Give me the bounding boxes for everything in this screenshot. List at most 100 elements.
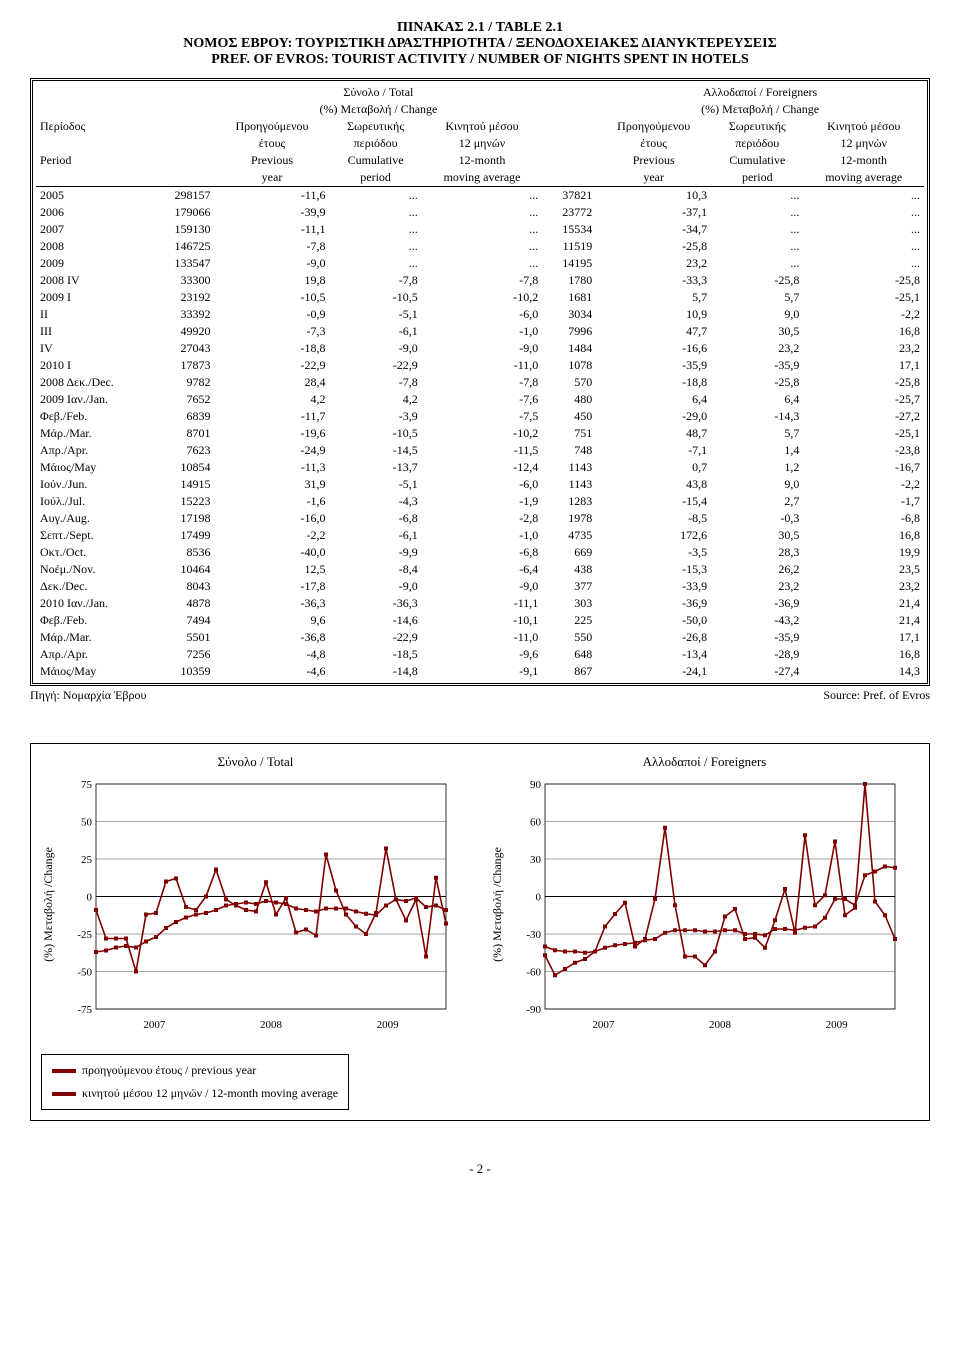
chart-marker xyxy=(94,908,98,912)
row-val: ... xyxy=(422,187,543,205)
row-val: 16,8 xyxy=(803,527,924,544)
chart-marker xyxy=(873,900,877,904)
chart-marker xyxy=(224,898,228,902)
xtick: 2008 xyxy=(709,1019,732,1031)
row-val: 1681 xyxy=(542,289,596,306)
chart-marker xyxy=(553,973,557,977)
row-val: 172,6 xyxy=(596,527,711,544)
row-val: 23,2 xyxy=(596,255,711,272)
hdr-sub: Προηγούμενου xyxy=(215,118,330,135)
source-right: Source: Pref. of Evros xyxy=(823,688,930,703)
row-val: 8701 xyxy=(152,425,214,442)
chart-marker xyxy=(823,893,827,897)
row-val: ... xyxy=(803,187,924,205)
chart-marker xyxy=(843,897,847,901)
row-val: -10,2 xyxy=(422,425,543,442)
row-val: -10,1 xyxy=(422,612,543,629)
hdr-sub: 12-month xyxy=(422,152,543,169)
row-val: 14915 xyxy=(152,476,214,493)
row-val: -5,1 xyxy=(329,476,421,493)
hdr-sub: Cumulative xyxy=(711,152,803,169)
hdr-sub xyxy=(152,152,214,169)
row-val: -22,9 xyxy=(329,629,421,646)
chart-marker xyxy=(114,937,118,941)
source-left: Πηγή: Νομαρχία Έβρου xyxy=(30,688,146,703)
row-val: -2,8 xyxy=(422,510,543,527)
chart-left-wrap: Σύνολο / Total (%) Μεταβολή /Change 7550… xyxy=(41,754,470,1034)
chart-marker xyxy=(713,930,717,934)
row-val: -4,8 xyxy=(215,646,330,663)
row-val: -18,5 xyxy=(329,646,421,663)
title-line2: ΝΟΜΟΣ ΕΒΡΟΥ: ΤΟΥΡΙΣΤΙΚΗ ΔΡΑΣΤΗΡΙΟΤΗΤΑ / … xyxy=(30,36,930,52)
row-val: 9,6 xyxy=(215,612,330,629)
chart-series xyxy=(545,784,895,975)
row-val: 26,2 xyxy=(711,561,803,578)
row-val: -7,6 xyxy=(422,391,543,408)
chart-marker xyxy=(893,866,897,870)
chart-marker xyxy=(414,896,418,900)
table-cell: (%) Μεταβολή / Change xyxy=(215,101,543,118)
chart-marker xyxy=(374,913,378,917)
row-val: -6,1 xyxy=(329,527,421,544)
hdr-sub: year xyxy=(215,169,330,187)
row-val: -25,1 xyxy=(803,289,924,306)
chart-marker xyxy=(334,907,338,911)
chart-marker xyxy=(833,897,837,901)
chart-marker xyxy=(204,895,208,899)
row-val: -9,0 xyxy=(422,340,543,357)
row-val: 867 xyxy=(542,663,596,680)
source-row: Πηγή: Νομαρχία Έβρου Source: Pref. of Ev… xyxy=(30,688,930,703)
chart-marker xyxy=(643,938,647,942)
ytick: 30 xyxy=(530,854,542,866)
chart-marker xyxy=(434,876,438,880)
chart-marker xyxy=(394,898,398,902)
row-val: -43,2 xyxy=(711,612,803,629)
hdr-foreign: Αλλοδαποί / Foreigners xyxy=(596,84,924,101)
row-val: 17,1 xyxy=(803,357,924,374)
row-val: -8,5 xyxy=(596,510,711,527)
chart-marker xyxy=(254,902,258,906)
hdr-sub: Cumulative xyxy=(329,152,421,169)
chart-marker xyxy=(284,902,288,906)
chart-marker xyxy=(813,903,817,907)
row-label: Μάιος/May xyxy=(36,459,152,476)
ytick: 90 xyxy=(530,779,542,791)
row-val: ... xyxy=(711,221,803,238)
row-val: -28,9 xyxy=(711,646,803,663)
hdr-sub: period xyxy=(711,169,803,187)
row-val: 47,7 xyxy=(596,323,711,340)
row-val: 37821 xyxy=(542,187,596,205)
row-val: 15223 xyxy=(152,493,214,510)
row-val: -7,8 xyxy=(215,238,330,255)
row-label: 2010 Ιαν./Jan. xyxy=(36,595,152,612)
row-val: -25,1 xyxy=(803,425,924,442)
row-val: -1,9 xyxy=(422,493,543,510)
row-val: 377 xyxy=(542,578,596,595)
chart-right: 9060300-30-60-90200720082009 xyxy=(505,774,905,1034)
row-val: 10,9 xyxy=(596,306,711,323)
chart-marker xyxy=(663,826,667,830)
chart-marker xyxy=(583,957,587,961)
row-val: -9,9 xyxy=(329,544,421,561)
row-val: -27,2 xyxy=(803,408,924,425)
row-val: 8536 xyxy=(152,544,214,561)
chart-marker xyxy=(214,868,218,872)
title-line3: PREF. OF EVROS: TOURIST ACTIVITY / NUMBE… xyxy=(30,52,930,68)
row-val: -25,8 xyxy=(803,374,924,391)
row-val: -3,5 xyxy=(596,544,711,561)
hdr-sub xyxy=(542,118,596,135)
row-val: 2,7 xyxy=(711,493,803,510)
chart-marker xyxy=(284,896,288,900)
chart-marker xyxy=(364,912,368,916)
chart-marker xyxy=(693,955,697,959)
xtick: 2007 xyxy=(143,1019,166,1031)
chart-marker xyxy=(264,880,268,884)
chart-marker xyxy=(683,955,687,959)
row-val: 7494 xyxy=(152,612,214,629)
row-val: 6839 xyxy=(152,408,214,425)
row-val: 298157 xyxy=(152,187,214,205)
chart-marker xyxy=(553,948,557,952)
legend-label-b: κινητού μέσου 12 μηνών / 12-month moving… xyxy=(82,1086,338,1101)
chart-marker xyxy=(234,902,238,906)
row-val: 159130 xyxy=(152,221,214,238)
